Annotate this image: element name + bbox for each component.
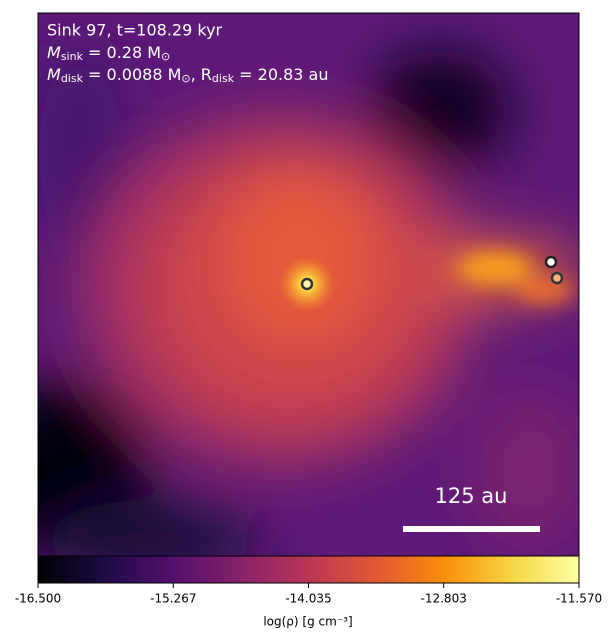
tick-label: -12.803 <box>421 592 467 606</box>
annotation: Msink = 0.28 M⊙ <box>47 43 170 64</box>
colorbar-label: log(ρ) [g cm⁻³] <box>263 615 352 629</box>
tick-label: -11.570 <box>556 592 602 606</box>
sinks <box>300 255 564 291</box>
scalebar <box>403 526 540 532</box>
tick-label: -14.035 <box>285 592 331 606</box>
tick-label: -16.500 <box>15 592 61 606</box>
annotation: Mdisk = 0.0088 M⊙, Rdisk = 20.83 au <box>47 65 328 86</box>
sink <box>300 277 314 291</box>
sink <box>544 255 558 269</box>
density-map <box>38 13 579 556</box>
annotation: Sink 97, t=108.29 kyr <box>47 21 223 40</box>
colorbar <box>37 555 580 584</box>
sink <box>550 271 564 285</box>
tick-label: -15.267 <box>150 592 196 606</box>
scalebar-label: 125 au <box>435 484 508 508</box>
